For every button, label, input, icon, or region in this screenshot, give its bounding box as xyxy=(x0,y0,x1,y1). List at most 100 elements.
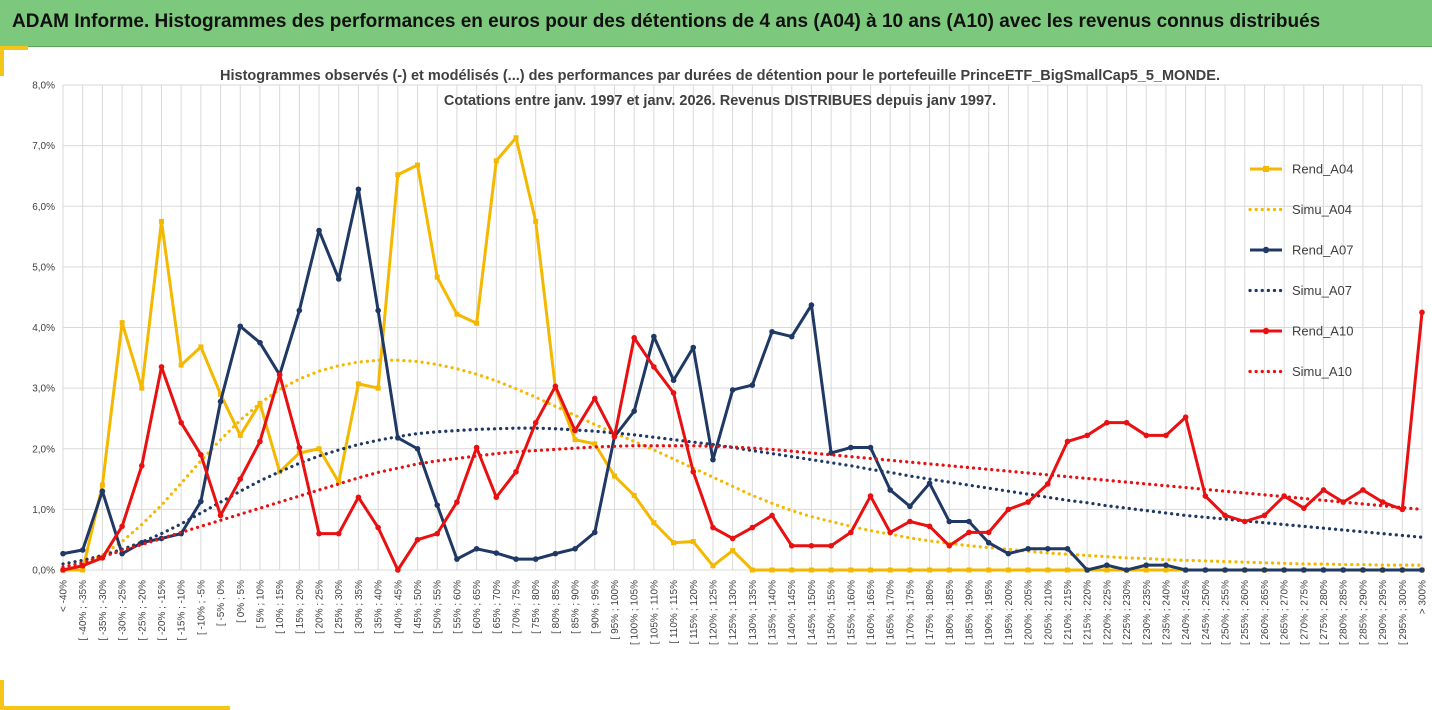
x-tick-label: [ 230% ; 235% xyxy=(1142,580,1153,645)
legend-marker xyxy=(1262,327,1270,335)
data-point xyxy=(789,567,795,573)
x-tick-label: [ 110% ; 115% xyxy=(669,580,680,644)
data-point xyxy=(355,381,361,387)
data-point xyxy=(1005,506,1012,513)
data-point xyxy=(454,311,460,317)
data-point xyxy=(218,391,224,397)
data-point xyxy=(985,529,992,536)
x-tick-label: [ 150% ; 155% xyxy=(827,580,838,645)
data-point xyxy=(1143,567,1149,573)
data-point xyxy=(926,523,933,530)
y-tick-label: 4,0% xyxy=(32,323,55,334)
data-point xyxy=(631,335,637,341)
x-tick-label: [ 135% ; 140% xyxy=(768,580,779,645)
data-point xyxy=(1419,309,1425,316)
data-point xyxy=(611,433,618,440)
data-point xyxy=(1360,567,1366,573)
y-axis: 0,0% 1,0% 2,0% 3,0% 4,0% 5,0% 6,0% 7,0% 8,0% xyxy=(32,81,55,577)
data-point xyxy=(119,550,125,557)
data-point xyxy=(690,468,697,475)
x-tick-label: [ 45% ; 50% xyxy=(413,580,424,634)
data-point xyxy=(867,444,874,451)
data-point xyxy=(749,382,756,388)
y-tick-label: 6,0% xyxy=(32,202,55,213)
data-point xyxy=(335,530,342,537)
x-tick-label: [ 225% ; 230% xyxy=(1122,580,1133,645)
data-point xyxy=(749,524,756,531)
x-tick-label: [ 180% ; 185% xyxy=(945,580,956,645)
data-point xyxy=(532,419,539,426)
data-point xyxy=(178,419,184,426)
legend-label: Simu_A10 xyxy=(1292,364,1352,379)
data-point xyxy=(454,499,460,505)
data-point xyxy=(848,444,854,451)
accent-corner-top xyxy=(0,46,28,50)
data-point xyxy=(395,172,401,178)
data-point xyxy=(1104,419,1110,426)
legend-label: Rend_A10 xyxy=(1292,324,1353,339)
data-point xyxy=(1320,487,1327,493)
data-point xyxy=(828,542,834,549)
data-point xyxy=(710,456,716,463)
data-point xyxy=(1123,567,1130,573)
x-tick-label: [ 65% ; 70% xyxy=(492,580,503,634)
x-tick-label: [ 160% ; 165% xyxy=(866,580,877,645)
data-point xyxy=(591,529,598,536)
chart-gridlines xyxy=(62,84,1423,571)
accent-edge-bottom xyxy=(0,680,4,710)
data-point xyxy=(1123,419,1130,426)
data-point xyxy=(1340,567,1347,573)
data-point xyxy=(828,567,834,573)
data-point xyxy=(1379,499,1386,505)
x-tick-label: [ 205% ; 210% xyxy=(1043,580,1054,645)
data-point xyxy=(454,556,460,562)
data-point xyxy=(158,218,164,224)
data-point xyxy=(966,518,972,525)
data-point xyxy=(1399,567,1406,573)
legend-label: Simu_A07 xyxy=(1292,283,1352,298)
x-tick-label: [ 250% ; 255% xyxy=(1221,580,1232,645)
data-point xyxy=(217,512,224,519)
data-point xyxy=(788,333,795,340)
data-point xyxy=(946,518,953,525)
data-point xyxy=(651,364,657,370)
x-tick-label: [ -10% ; -5% xyxy=(196,580,207,635)
data-point xyxy=(119,320,125,326)
data-point xyxy=(434,502,441,508)
data-point xyxy=(926,480,933,487)
data-point xyxy=(985,539,992,546)
legend-label: Rend_A07 xyxy=(1292,243,1353,258)
data-point xyxy=(1084,567,1090,573)
data-point xyxy=(375,307,381,314)
x-tick-label: [ 40% ; 45% xyxy=(393,580,404,634)
data-point xyxy=(119,523,125,530)
legend-item-simu-a07: Simu_A07 xyxy=(1248,283,1352,298)
data-point xyxy=(572,545,578,552)
data-point xyxy=(1025,499,1031,505)
data-point xyxy=(552,550,559,557)
data-point xyxy=(946,567,952,573)
data-point xyxy=(1241,518,1248,525)
data-point xyxy=(158,364,165,370)
data-point xyxy=(1064,545,1071,552)
data-point xyxy=(296,307,303,314)
data-point xyxy=(198,344,204,350)
x-tick-label: [ 275% ; 280% xyxy=(1319,580,1330,645)
data-point xyxy=(1301,505,1307,511)
data-point xyxy=(907,518,913,525)
data-point xyxy=(1379,567,1386,573)
data-point xyxy=(1104,567,1110,573)
data-point xyxy=(867,493,874,499)
x-tick-label: [ 290% ; 295% xyxy=(1378,580,1389,645)
series-simu-a10 xyxy=(61,444,1424,569)
x-tick-label: [ 245% ; 250% xyxy=(1201,580,1212,645)
data-point xyxy=(414,536,421,543)
data-point xyxy=(808,302,815,308)
y-tick-label: 2,0% xyxy=(32,444,55,455)
data-point xyxy=(749,567,755,573)
legend-item-rend-a04: Rend_A04 xyxy=(1250,162,1353,177)
x-tick-label: [ 165% ; 170% xyxy=(886,580,897,645)
x-tick-label: [ -20% ; -15% xyxy=(157,580,168,641)
x-tick-label: [ 215% ; 220% xyxy=(1083,580,1094,645)
